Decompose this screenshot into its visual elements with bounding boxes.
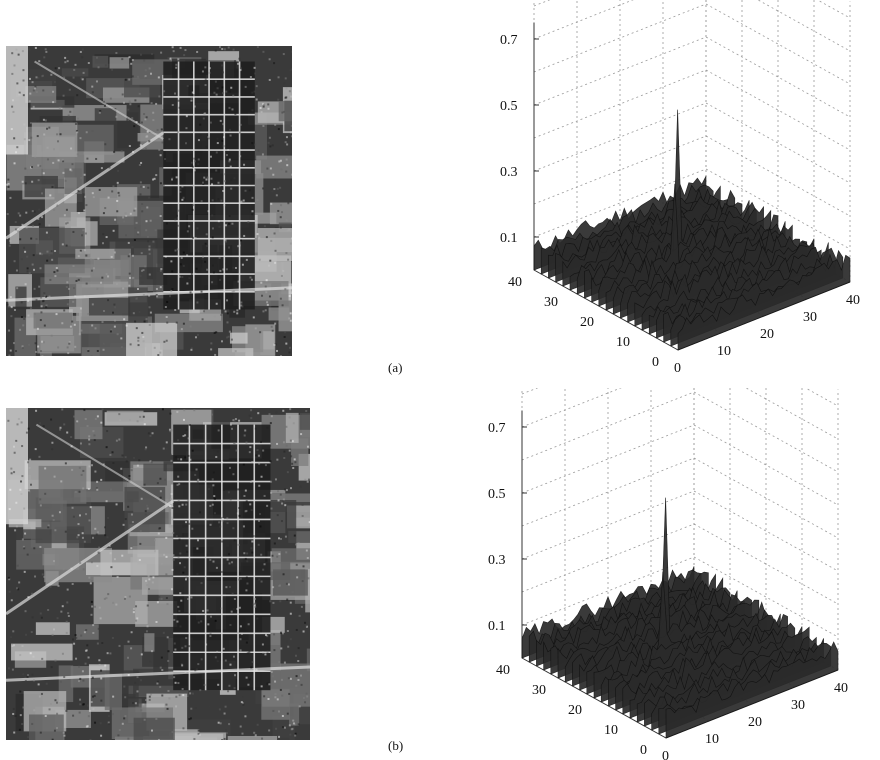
y-tick-label: 10 (604, 723, 618, 738)
caption-b: (b) (388, 738, 404, 753)
y-tick-label: 20 (580, 315, 594, 330)
x-tick-label: 0 (662, 749, 669, 760)
y-tick-label: 30 (532, 683, 546, 698)
x-tick-label: 0 (674, 361, 681, 376)
z-tick-label: 0.3 (488, 553, 506, 568)
z-tick-label: 0.5 (500, 99, 518, 114)
y-tick-label: 0 (652, 355, 659, 370)
y-tick-label: 40 (508, 275, 522, 290)
x-tick-label: 40 (846, 293, 860, 308)
x-tick-label: 30 (803, 310, 817, 325)
z-tick-label: 0.1 (500, 231, 518, 246)
y-tick-label: 30 (544, 295, 558, 310)
z-tick-label: 0.7 (500, 33, 518, 48)
surface (533, 109, 851, 351)
z-tick-label: 0.5 (488, 487, 506, 502)
x-tick-label: 30 (791, 698, 805, 713)
surface-plot-b: 0.1 0.3 0.5 0.7 0 10 20 30 40 0 10 20 30 40 (488, 388, 848, 760)
x-tick-label: 10 (717, 344, 731, 359)
x-tick-label: 10 (705, 732, 719, 747)
x-tick-label: 40 (834, 681, 848, 696)
aerial-image-b (6, 408, 310, 740)
x-tick-label: 20 (748, 715, 762, 730)
y-tick-label: 20 (568, 703, 582, 718)
y-tick-label: 40 (496, 663, 510, 678)
x-tick-label: 20 (760, 327, 774, 342)
aerial-image-a (6, 46, 292, 356)
z-tick-label: 0.1 (488, 619, 506, 634)
y-tick-label: 10 (616, 335, 630, 350)
z-tick-label: 0.7 (488, 421, 506, 436)
surface (521, 497, 839, 739)
plot-grid (521, 388, 839, 739)
caption-a: (a) (388, 360, 403, 375)
y-tick-label: 0 (640, 743, 647, 758)
z-tick-label: 0.3 (500, 165, 518, 180)
surface-plot-a: 0.1 0.3 0.5 0.7 0 10 20 30 40 0 10 20 30 40 (500, 0, 860, 376)
